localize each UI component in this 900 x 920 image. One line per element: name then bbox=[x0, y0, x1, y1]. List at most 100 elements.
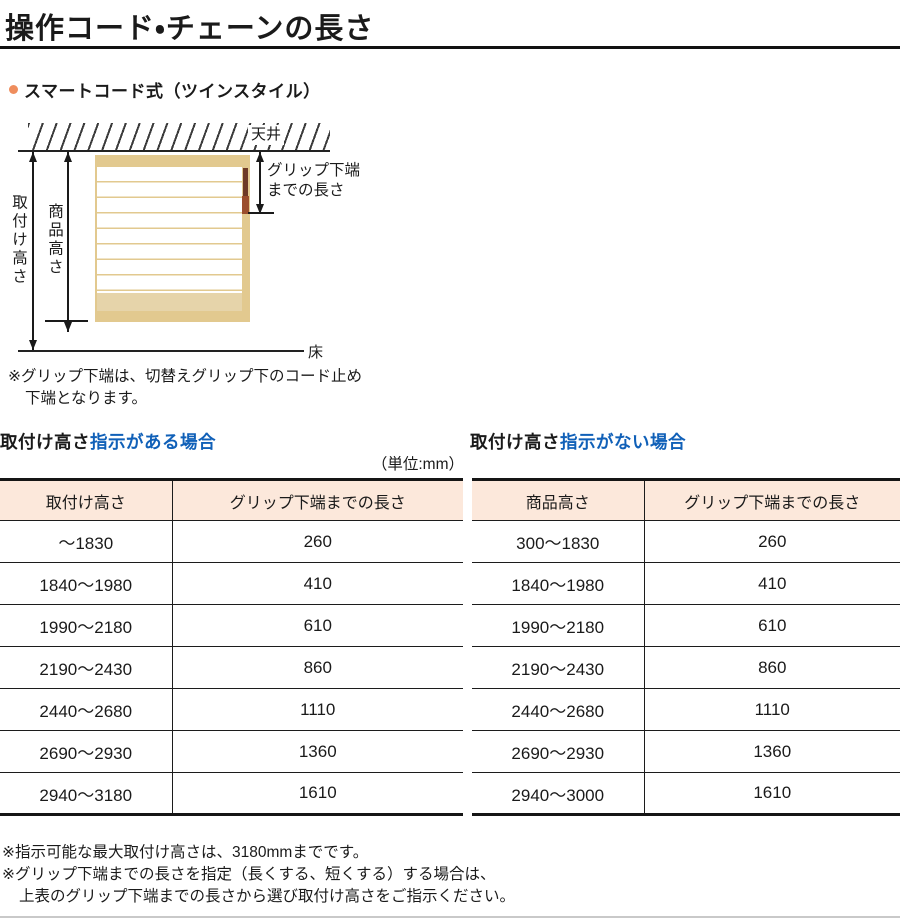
table-cell: 1110 bbox=[172, 688, 463, 731]
table-cell: 2940～3000 bbox=[472, 772, 645, 815]
table-cell: 2440～2680 bbox=[0, 688, 173, 731]
bullet-icon bbox=[9, 85, 18, 94]
table-row: 2690～2930 1360 bbox=[472, 730, 900, 773]
unit-label: （単位:mm） bbox=[371, 456, 464, 473]
grip-length-tick bbox=[248, 212, 274, 214]
floor-line bbox=[18, 350, 304, 352]
ceiling-hatch bbox=[28, 123, 330, 152]
table-cell: 260 bbox=[644, 520, 900, 563]
table-cell: 300～1830 bbox=[472, 520, 645, 563]
install-height-table: 取付け高さ グリップ下端までの長さ ～1830 260 1840～1980 410 199… bbox=[0, 478, 463, 816]
table-row: 1990～2180 610 bbox=[0, 604, 463, 647]
table-row: 2690～2930 1360 bbox=[0, 730, 463, 773]
grip-length-label-line1: グリップ下端 bbox=[267, 162, 361, 179]
blind-height-diagram: 天井 取付け高さ 商品高さ グリップ下端 までの長さ 床 bbox=[0, 112, 480, 367]
table-row: 2940～3180 1610 bbox=[0, 772, 463, 815]
table-row: 2440～2680 1110 bbox=[472, 688, 900, 731]
table-cell: 610 bbox=[644, 604, 900, 647]
blind-slats bbox=[95, 167, 250, 293]
table-cell: ～1830 bbox=[0, 520, 173, 563]
table-cell: 1610 bbox=[172, 772, 463, 815]
table-row: 2440～2680 1110 bbox=[0, 688, 463, 731]
product-height-tick bbox=[45, 320, 88, 322]
right-heading-blue: 指示がない場合 bbox=[560, 432, 686, 452]
table-row: 300～1830 260 bbox=[472, 520, 900, 563]
column-header: グリップ下端までの長さ bbox=[644, 479, 900, 521]
table-cell: 2190～2430 bbox=[472, 646, 645, 689]
right-table-heading: 取付け高さ指示がない場合 bbox=[470, 429, 686, 454]
table-cell: 2440～2680 bbox=[472, 688, 645, 731]
table-cell: 2190～2430 bbox=[0, 646, 173, 689]
grip-length-label-line2: までの長さ bbox=[267, 181, 345, 199]
table-cell: 1990～2180 bbox=[472, 604, 645, 647]
left-table-body: ～1830 260 1840～1980 410 1990～2180 610 2190～243… bbox=[0, 520, 463, 815]
table-cell: 860 bbox=[172, 646, 463, 689]
left-table-heading: 取付け高さ指示がある場合 bbox=[0, 429, 216, 454]
table-cell: 610 bbox=[172, 604, 463, 647]
ceiling-label: 天井 bbox=[248, 125, 285, 145]
blind-right-rail bbox=[242, 167, 250, 322]
table-cell: 410 bbox=[172, 562, 463, 605]
left-heading-black: 取付け高さ bbox=[0, 432, 90, 452]
subtitle-text: スマートコード式（ツインスタイル） bbox=[24, 82, 321, 101]
table-row: 1840～1980 410 bbox=[0, 562, 463, 605]
table-cell: 1990～2180 bbox=[0, 604, 173, 647]
table-cell: 2940～3180 bbox=[0, 772, 173, 815]
product-height-table: 商品高さ グリップ下端までの長さ 300～1830 260 1840～1980 410 1… bbox=[472, 478, 900, 816]
left-table: 取付け高さ グリップ下端までの長さ ～1830 260 1840～1980 410 199… bbox=[0, 478, 463, 816]
blind-bottom-rail bbox=[95, 311, 250, 322]
section-subtitle: スマートコード式（ツインスタイル） bbox=[9, 77, 321, 102]
table-row: 1840～1980 410 bbox=[472, 562, 900, 605]
title-underline bbox=[0, 46, 900, 49]
ceiling-line bbox=[18, 150, 330, 152]
product-height-label: 商品高さ bbox=[46, 203, 63, 277]
grip-cord-upper bbox=[243, 168, 248, 196]
column-header: 取付け高さ bbox=[0, 479, 173, 521]
page-title: 操作コード・チェーンの長さ bbox=[5, 13, 375, 45]
page-bottom-divider bbox=[0, 916, 900, 918]
table-header-row: 商品高さ グリップ下端までの長さ bbox=[472, 479, 900, 521]
table-cell: 1360 bbox=[644, 730, 900, 773]
blind-top-rail bbox=[95, 155, 250, 167]
product-height-arrow bbox=[67, 152, 69, 332]
table-cell: 1610 bbox=[644, 772, 900, 815]
table-cell: 860 bbox=[644, 646, 900, 689]
table-cell: 410 bbox=[644, 562, 900, 605]
blind-bottom-band bbox=[95, 293, 250, 311]
right-table-head: 商品高さ グリップ下端までの長さ bbox=[472, 479, 900, 521]
table-cell: 1840～1980 bbox=[0, 562, 173, 605]
grip-note-line2: 下端となります。 bbox=[25, 390, 147, 407]
table-cell: 1840～1980 bbox=[472, 562, 645, 605]
table-cell: 1360 bbox=[172, 730, 463, 773]
footnote-1: ※指示可能な最大取付け高さは、3180mmまでです。 bbox=[2, 844, 369, 861]
grip-note-line1: ※グリップ下端は、切替えグリップ下のコード止め bbox=[8, 368, 362, 385]
table-cell: 260 bbox=[172, 520, 463, 563]
footnote-3: 上表のグリップ下端までの長さから選び取付け高さをご指示ください。 bbox=[19, 888, 516, 905]
table-cell: 2690～2930 bbox=[0, 730, 173, 773]
left-table-head: 取付け高さ グリップ下端までの長さ bbox=[0, 479, 463, 521]
table-cell: 1110 bbox=[644, 688, 900, 731]
column-header: グリップ下端までの長さ bbox=[172, 479, 463, 521]
table-cell: 2690～2930 bbox=[472, 730, 645, 773]
blind-illustration bbox=[95, 155, 250, 322]
right-table: 商品高さ グリップ下端までの長さ 300～1830 260 1840～1980 410 1… bbox=[472, 478, 900, 816]
table-row: 2190～2430 860 bbox=[0, 646, 463, 689]
footnotes: ※指示可能な最大取付け高さは、3180mmまでです。 ※グリップ下端までの長さを… bbox=[2, 842, 515, 908]
footnote-2: ※グリップ下端までの長さを指定（長くする、短くする）する場合は、 bbox=[2, 866, 496, 883]
install-height-arrow bbox=[32, 152, 34, 350]
table-row: 2190～2430 860 bbox=[472, 646, 900, 689]
install-height-label: 取付け高さ bbox=[10, 194, 27, 287]
floor-label: 床 bbox=[308, 344, 324, 361]
right-table-body: 300～1830 260 1840～1980 410 1990～2180 610 2190～… bbox=[472, 520, 900, 815]
table-row: 1990～2180 610 bbox=[472, 604, 900, 647]
grip-length-label: グリップ下端 までの長さ bbox=[267, 161, 360, 200]
right-heading-black: 取付け高さ bbox=[470, 432, 560, 452]
table-header-row: 取付け高さ グリップ下端までの長さ bbox=[0, 479, 463, 521]
grip-note: ※グリップ下端は、切替えグリップ下のコード止め 下端となります。 bbox=[8, 366, 362, 410]
table-row: ～1830 260 bbox=[0, 520, 463, 563]
table-row: 2940～3000 1610 bbox=[472, 772, 900, 815]
column-header: 商品高さ bbox=[472, 479, 645, 521]
grip-cord-lower bbox=[242, 196, 249, 214]
grip-length-arrow bbox=[259, 152, 261, 214]
